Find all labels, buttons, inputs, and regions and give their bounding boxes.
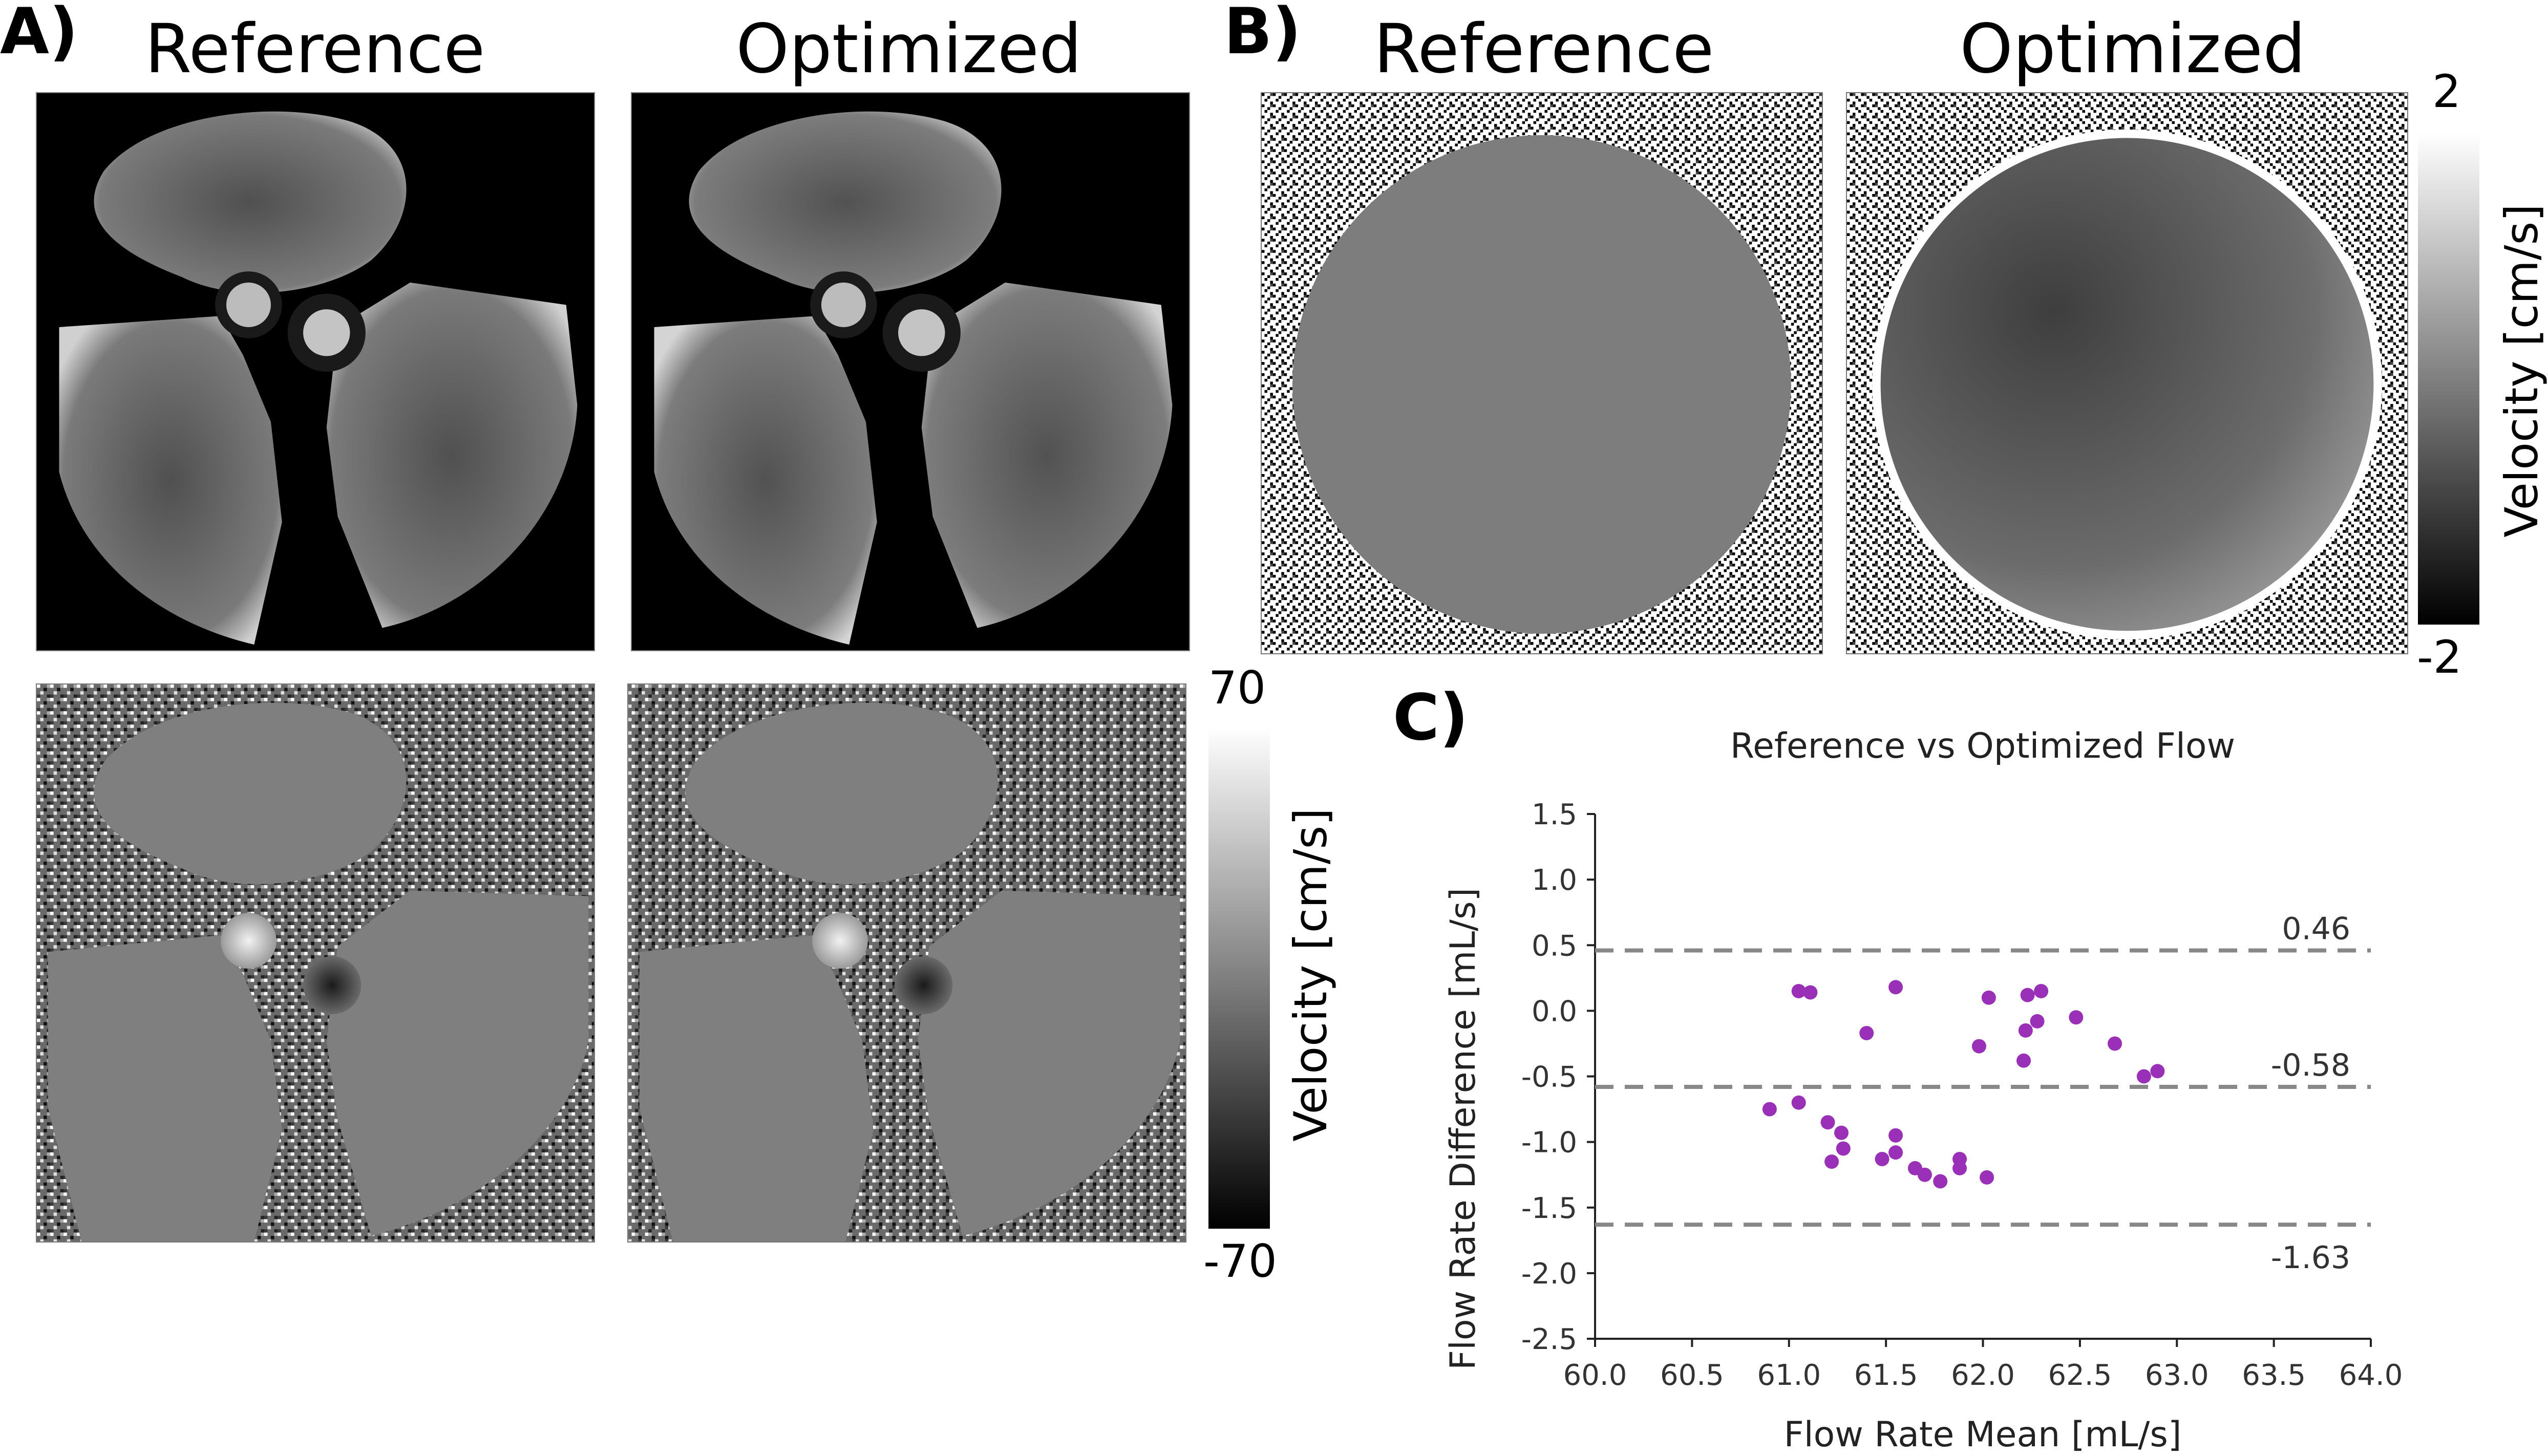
x-tick-label: 63.5 [2242,1359,2306,1392]
data-point [1952,1151,1967,1166]
x-tick-label: 63.0 [2145,1359,2209,1392]
y-tick-label: -1.5 [1521,1192,1577,1225]
panel-a-colorbar [1208,727,1270,1229]
panel-b-colorbar-max: 2 [2432,65,2461,118]
data-point [2016,1053,2031,1068]
data-point [2018,1023,2033,1038]
panel-a-colorbar-max: 70 [1208,661,1266,714]
y-tick-label: -2.5 [1521,1323,1577,1356]
panel-a-magnitude-optimized [631,92,1190,651]
data-point [1859,1025,1874,1040]
x-tick-label: 62.0 [1951,1359,2015,1392]
y-tick-label: -1.0 [1521,1126,1577,1160]
x-tick-label: 61.5 [1854,1359,1918,1392]
data-point [1762,1102,1777,1117]
data-point [1791,983,1806,998]
data-point [2020,988,2035,1002]
y-tick-label: 1.5 [1532,798,1577,831]
data-point [1971,1039,1986,1054]
x-tick-label: 60.0 [1563,1359,1627,1392]
panel-a-colorbar-min: -70 [1203,1235,1277,1288]
reference-line-label: 0.46 [2282,911,2350,947]
data-point [1834,1125,1849,1140]
panel-letter-b: B) [1224,0,1302,69]
x-tick-label: 60.5 [1660,1359,1724,1392]
x-tick-label: 62.5 [2048,1359,2112,1392]
data-point [1917,1167,1932,1182]
data-point [2069,1010,2084,1025]
data-point [1980,1170,1994,1185]
data-point [1836,1141,1851,1156]
panel-b-velocity-optimized [1846,92,2408,654]
panel-b-title-reference: Reference [1373,10,1714,89]
data-point [2108,1036,2122,1051]
reference-line-label: -1.63 [2271,1240,2350,1276]
panel-b-colorbar-min: -2 [2417,631,2462,683]
panel-a-velocity-reference [36,683,595,1243]
data-point [2034,983,2049,998]
data-point [2136,1069,2151,1084]
panel-c-chart: Reference vs Optimized Flow 60.0 60.5 61.0… [1443,726,2403,1455]
data-point [1791,1095,1806,1110]
panel-b-colorbar-label: Velocity [cm/s] [2495,204,2548,538]
panel-a-colorbar-label: Velocity [cm/s] [1284,808,1337,1142]
chart-title: Reference vs Optimized Flow [1730,726,2235,766]
data-point [1888,1145,1903,1160]
panel-a-title-reference: Reference [144,10,485,89]
panel-letter-c: C) [1393,681,1469,755]
data-point [1820,1115,1835,1130]
panel-b-velocity-reference [1261,92,1823,654]
panel-b-title-optimized: Optimized [1960,10,2306,89]
y-tick-label: 1.0 [1532,864,1577,897]
data-point [1981,990,1996,1005]
data-point [1875,1151,1889,1166]
panel-a-magnitude-reference [36,92,595,651]
data-point [1888,980,1903,995]
data-point [1888,1128,1903,1143]
y-tick-label: 0.5 [1532,929,1577,962]
data-point [1933,1174,1948,1189]
data-point [1824,1154,1839,1169]
x-tick-label: 61.0 [1757,1359,1821,1392]
y-axis-label: Flow Rate Difference [mL/s] [1443,888,1483,1370]
y-tick-label: 0.0 [1532,995,1577,1028]
x-axis-label: Flow Rate Mean [mL/s] [1784,1415,2182,1455]
data-point [2150,1064,2165,1079]
panel-a-title-optimized: Optimized [736,10,1082,89]
x-tick-label: 64.0 [2339,1359,2403,1392]
data-point [2030,1014,2045,1029]
panel-b-colorbar [2418,133,2479,625]
data-point [1803,985,1818,1000]
y-tick-label: -2.0 [1521,1257,1577,1291]
panel-a-velocity-optimized [627,683,1186,1243]
reference-line-label: -0.58 [2271,1047,2350,1083]
y-tick-label: -0.5 [1521,1061,1577,1094]
panel-letter-a: A) [0,0,78,69]
